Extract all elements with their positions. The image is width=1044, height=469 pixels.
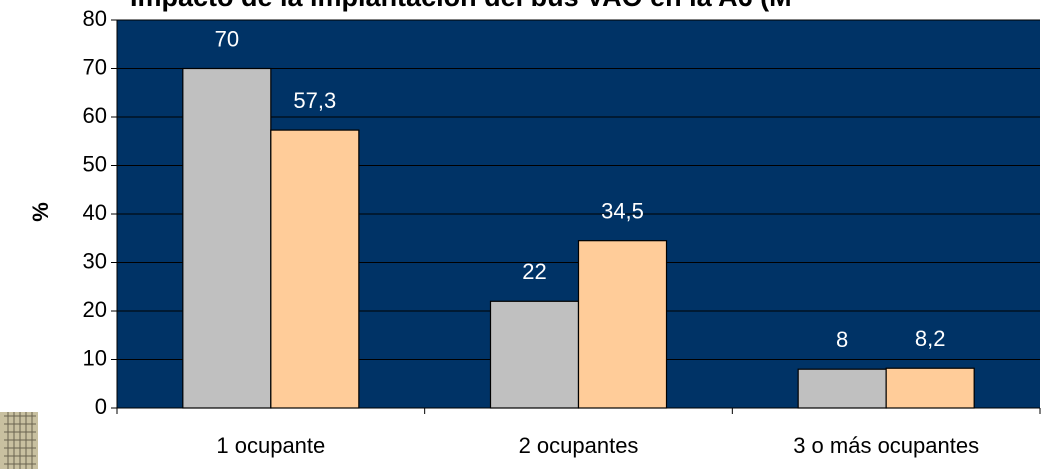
bar <box>798 369 886 408</box>
x-tick-label: 3 o más ocupantes <box>793 433 979 458</box>
y-tick-label: 10 <box>83 345 107 370</box>
decorative-image <box>0 412 38 469</box>
value-label: 57,3 <box>293 88 336 113</box>
y-tick-label: 50 <box>83 151 107 176</box>
y-tick-label: 70 <box>83 54 107 79</box>
y-tick-label: 60 <box>83 103 107 128</box>
y-tick-label: 80 <box>83 6 107 31</box>
y-tick-label: 30 <box>83 248 107 273</box>
x-tick-label: 1 ocupante <box>216 433 325 458</box>
bar <box>271 130 359 408</box>
bar <box>183 69 271 409</box>
chart-title: Impacto de la implantación del bus VAO e… <box>130 0 792 12</box>
y-tick-label: 40 <box>83 200 107 225</box>
chart: % 0 10 20 30 40 50 60 70 80 1 ocupante 70 57,3 2 ocu… <box>0 0 1044 469</box>
value-label: 70 <box>215 26 239 51</box>
value-label: 8 <box>836 327 848 352</box>
y-tick-label: 0 <box>95 394 107 419</box>
y-axis-label: % <box>28 202 53 222</box>
bar <box>886 368 974 408</box>
y-tick-label: 20 <box>83 297 107 322</box>
value-label: 34,5 <box>601 198 644 223</box>
value-label: 8,2 <box>915 326 946 351</box>
x-tick-label: 2 ocupantes <box>519 433 639 458</box>
bar <box>491 301 579 408</box>
bar <box>579 241 667 408</box>
value-label: 22 <box>522 259 546 284</box>
